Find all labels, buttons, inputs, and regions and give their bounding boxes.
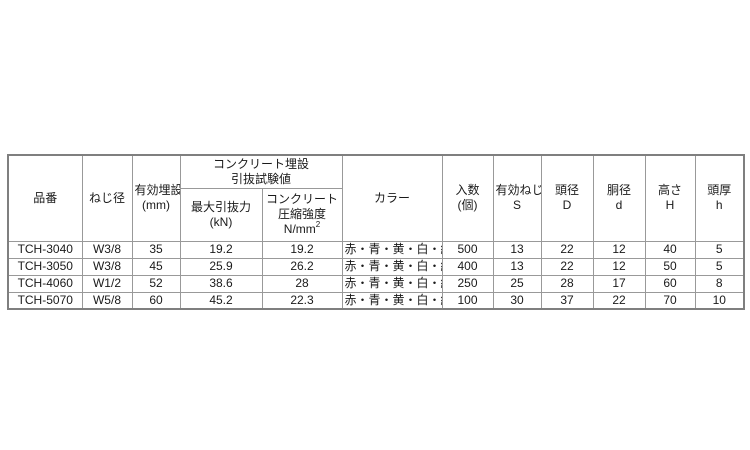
cell-head-diameter: 28 [540,274,594,293]
unit-superscript: 2 [315,220,321,229]
header-group-pullout-test: コンクリート埋設 引抜試験値 [179,154,343,189]
header-line: d [615,198,623,213]
cell-part-number: TCH-3040 [7,240,83,259]
cell-height: 70 [644,291,696,310]
header-line: H [665,198,675,213]
cell-effective-embedment: 35 [131,240,181,259]
header-body-diameter: 胴径 d [592,154,646,242]
product-spec-table: 品番 ねじ径 有効埋設 (mm) コンクリート埋設 引抜試験値 カラー 入数 (… [7,154,746,310]
cell-height: 60 [644,274,696,293]
header-quantity: 入数 (個) [441,154,494,242]
cell-effective-embedment: 52 [131,274,181,293]
header-concrete-compressive-strength: コンクリート 圧縮強度 N/mm2 [261,187,343,242]
cell-effective-thread: 25 [492,274,542,293]
table-row: TCH-4060 W1/2 52 38.6 28 赤・青・黄・白・緑 250 2… [7,274,745,293]
cell-compressive-strength: 22.3 [261,291,343,310]
cell-quantity: 500 [441,240,494,259]
cell-max-pullout-force: 19.2 [179,240,263,259]
cell-quantity: 100 [441,291,494,310]
header-line-unit: N/mm2 [265,220,340,237]
cell-max-pullout-force: 38.6 [179,274,263,293]
header-line: 有効ねじ [495,183,542,198]
header-max-pullout-force: 最大引抜力 (kN) [179,187,263,242]
cell-thread-diameter: W3/8 [81,257,133,276]
header-line: S [513,198,522,213]
cell-thread-diameter: W1/2 [81,274,133,293]
table-body: TCH-3040 W3/8 35 19.2 19.2 赤・青・黄・白・緑 500… [7,240,745,310]
header-line: 高さ [658,183,683,198]
table-row: TCH-5070 W5/8 60 45.2 22.3 赤・青・黄・白・緑 100… [7,291,745,310]
cell-effective-thread: 13 [492,240,542,259]
header-head-diameter: 頭径 D [540,154,594,242]
cell-quantity: 400 [441,257,494,276]
header-line: 頭厚 [707,183,732,198]
cell-head-thickness: 5 [694,240,745,259]
cell-compressive-strength: 26.2 [261,257,343,276]
cell-effective-embedment: 45 [131,257,181,276]
cell-thread-diameter: W3/8 [81,240,133,259]
header-line: 胴径 [607,183,632,198]
header-part-number: 品番 [7,154,83,242]
header-effective-embedment: 有効埋設 (mm) [131,154,181,242]
header-color: カラー [341,154,443,242]
cell-height: 50 [644,257,696,276]
cell-effective-thread: 13 [492,257,542,276]
cell-height: 40 [644,240,696,259]
cell-head-thickness: 10 [694,291,745,310]
header-thread-diameter: ねじ径 [81,154,133,242]
cell-quantity: 250 [441,274,494,293]
header-line: (mm) [142,198,170,213]
cell-part-number: TCH-4060 [7,274,83,293]
cell-max-pullout-force: 45.2 [179,291,263,310]
header-line: コンクリート埋設 [213,156,310,171]
header-line: コンクリート [266,192,339,206]
cell-max-pullout-force: 25.9 [179,257,263,276]
header-line: (個) [457,198,478,213]
header-line: 圧縮強度 [278,207,327,221]
cell-compressive-strength: 28 [261,274,343,293]
table-header: 品番 ねじ径 有効埋設 (mm) コンクリート埋設 引抜試験値 カラー 入数 (… [7,154,745,242]
header-line: h [715,198,723,213]
cell-effective-thread: 30 [492,291,542,310]
cell-compressive-strength: 19.2 [261,240,343,259]
cell-body-diameter: 22 [592,291,646,310]
header-line: 最大引抜力 [190,199,251,214]
header-head-thickness: 頭厚 h [694,154,745,242]
cell-body-diameter: 12 [592,257,646,276]
header-line: 有効埋設 [134,183,180,198]
header-line: D [562,198,572,213]
header-line: 引抜試験値 [231,171,292,186]
unit-base: N/mm [283,222,316,236]
table-row: TCH-3040 W3/8 35 19.2 19.2 赤・青・黄・白・緑 500… [7,240,745,259]
header-height: 高さ H [644,154,696,242]
cell-thread-diameter: W5/8 [81,291,133,310]
cell-body-diameter: 12 [592,240,646,259]
header-line: 入数 [455,183,480,198]
header-effective-thread: 有効ねじ S [492,154,542,242]
cell-head-thickness: 8 [694,274,745,293]
cell-part-number: TCH-3050 [7,257,83,276]
cell-head-diameter: 37 [540,291,594,310]
cell-head-thickness: 5 [694,257,745,276]
cell-color: 赤・青・黄・白・緑 [341,240,443,259]
table-row: TCH-3050 W3/8 45 25.9 26.2 赤・青・黄・白・緑 400… [7,257,745,276]
cell-part-number: TCH-5070 [7,291,83,310]
header-line: (kN) [209,214,233,229]
header-line: 頭径 [555,183,580,198]
cell-effective-embedment: 60 [131,291,181,310]
cell-head-diameter: 22 [540,240,594,259]
cell-color: 赤・青・黄・白・緑 [341,274,443,293]
cell-body-diameter: 17 [592,274,646,293]
cell-head-diameter: 22 [540,257,594,276]
cell-color: 赤・青・黄・白・緑 [341,257,443,276]
cell-color: 赤・青・黄・白・緑 [341,291,443,310]
